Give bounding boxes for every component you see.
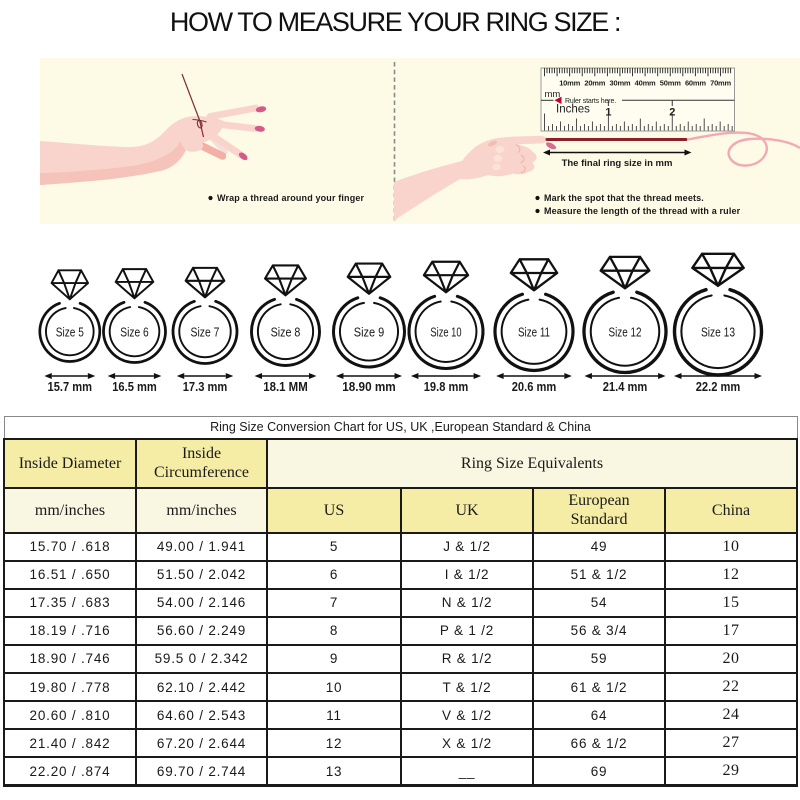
svg-text:mm: mm: [545, 89, 561, 100]
svg-text:Size 12: Size 12: [609, 326, 642, 340]
svg-text:2: 2: [669, 107, 675, 119]
svg-text:20mm: 20mm: [584, 79, 605, 88]
svg-text:16.5 mm: 16.5 mm: [112, 379, 157, 394]
svg-text:22.2 mm: 22.2 mm: [696, 379, 741, 394]
svg-text:Size 7: Size 7: [191, 326, 220, 340]
svg-text:Measure the length of the thre: Measure the length of the thread with a …: [544, 206, 741, 216]
svg-text:Inches: Inches: [556, 104, 590, 116]
svg-text:18.90 mm: 18.90 mm: [342, 379, 396, 394]
svg-text:Size 8: Size 8: [271, 326, 301, 340]
svg-text:1: 1: [605, 107, 611, 119]
svg-text:10mm: 10mm: [559, 79, 580, 88]
svg-text:50mm: 50mm: [660, 79, 681, 88]
svg-text:20.6 mm: 20.6 mm: [512, 379, 557, 394]
svg-text:18.1 MM: 18.1 MM: [263, 379, 308, 394]
svg-text:Size 9: Size 9: [354, 326, 385, 340]
svg-text:The final ring size in mm: The final ring size in mm: [562, 158, 673, 169]
svg-text:70mm: 70mm: [710, 79, 731, 88]
svg-text:30mm: 30mm: [610, 79, 631, 88]
svg-text:Size 6: Size 6: [120, 326, 148, 340]
svg-text:Ruler starts here.: Ruler starts here.: [565, 98, 616, 105]
svg-text:17.3 mm: 17.3 mm: [183, 379, 228, 394]
svg-text:19.8 mm: 19.8 mm: [424, 379, 469, 394]
svg-text:21.4 mm: 21.4 mm: [603, 379, 648, 394]
svg-text:15.7 mm: 15.7 mm: [48, 379, 93, 394]
svg-text:Size 13: Size 13: [701, 326, 735, 340]
svg-text:Size 11: Size 11: [518, 326, 550, 340]
svg-text:Size 5: Size 5: [56, 326, 84, 340]
svg-text:Mark the spot that the thread: Mark the spot that the thread meets.: [544, 193, 704, 203]
svg-text:Wrap a thread around your fing: Wrap a thread around your finger: [217, 193, 364, 203]
svg-text:60mm: 60mm: [685, 79, 706, 88]
svg-text:Size 10: Size 10: [430, 326, 461, 340]
svg-text:40mm: 40mm: [635, 79, 656, 88]
